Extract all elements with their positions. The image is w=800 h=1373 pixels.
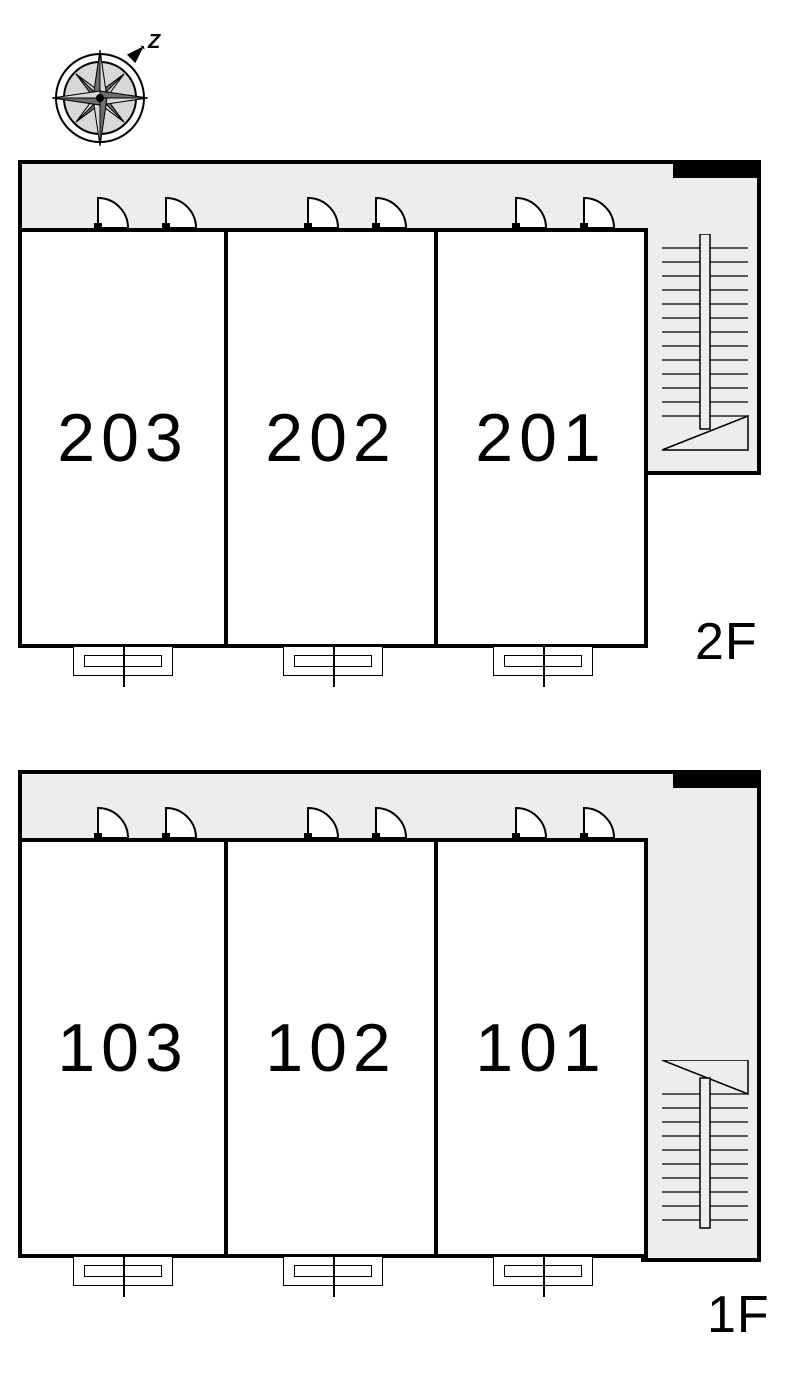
unit-202: 202 bbox=[228, 228, 438, 648]
svg-text:Z: Z bbox=[147, 31, 161, 53]
doors-1f bbox=[18, 800, 648, 842]
unit-label: 201 bbox=[475, 399, 606, 477]
floor-label-2f: 2F bbox=[695, 612, 758, 672]
accent-1f bbox=[673, 770, 761, 788]
window-102 bbox=[283, 1256, 383, 1286]
unit-label: 103 bbox=[57, 1009, 188, 1087]
window-202 bbox=[283, 646, 383, 676]
floor-plan-2f: 203 202 201 bbox=[18, 160, 763, 680]
unit-103: 103 bbox=[18, 838, 228, 1258]
unit-203: 203 bbox=[18, 228, 228, 648]
unit-label: 203 bbox=[57, 399, 188, 477]
window-103 bbox=[73, 1256, 173, 1286]
unit-label: 202 bbox=[265, 399, 396, 477]
units-1f: 103 102 101 bbox=[18, 838, 648, 1258]
unit-201: 201 bbox=[438, 228, 648, 648]
unit-label: 102 bbox=[265, 1009, 396, 1087]
units-2f: 203 202 201 bbox=[18, 228, 648, 648]
floor-label-1f: 1F bbox=[707, 1285, 770, 1345]
window-201 bbox=[493, 646, 593, 676]
window-101 bbox=[493, 1256, 593, 1286]
stairs-2f bbox=[660, 234, 750, 452]
unit-102: 102 bbox=[228, 838, 438, 1258]
unit-101: 101 bbox=[438, 838, 648, 1258]
floor-plan-1f: 103 102 101 bbox=[18, 770, 763, 1290]
unit-label: 101 bbox=[475, 1009, 606, 1087]
stairs-1f bbox=[660, 1060, 750, 1230]
window-203 bbox=[73, 646, 173, 676]
doors-2f bbox=[18, 190, 648, 232]
compass-icon: Z bbox=[30, 20, 170, 160]
accent-2f bbox=[673, 160, 761, 178]
floor-plan-canvas: Z bbox=[0, 0, 800, 1373]
